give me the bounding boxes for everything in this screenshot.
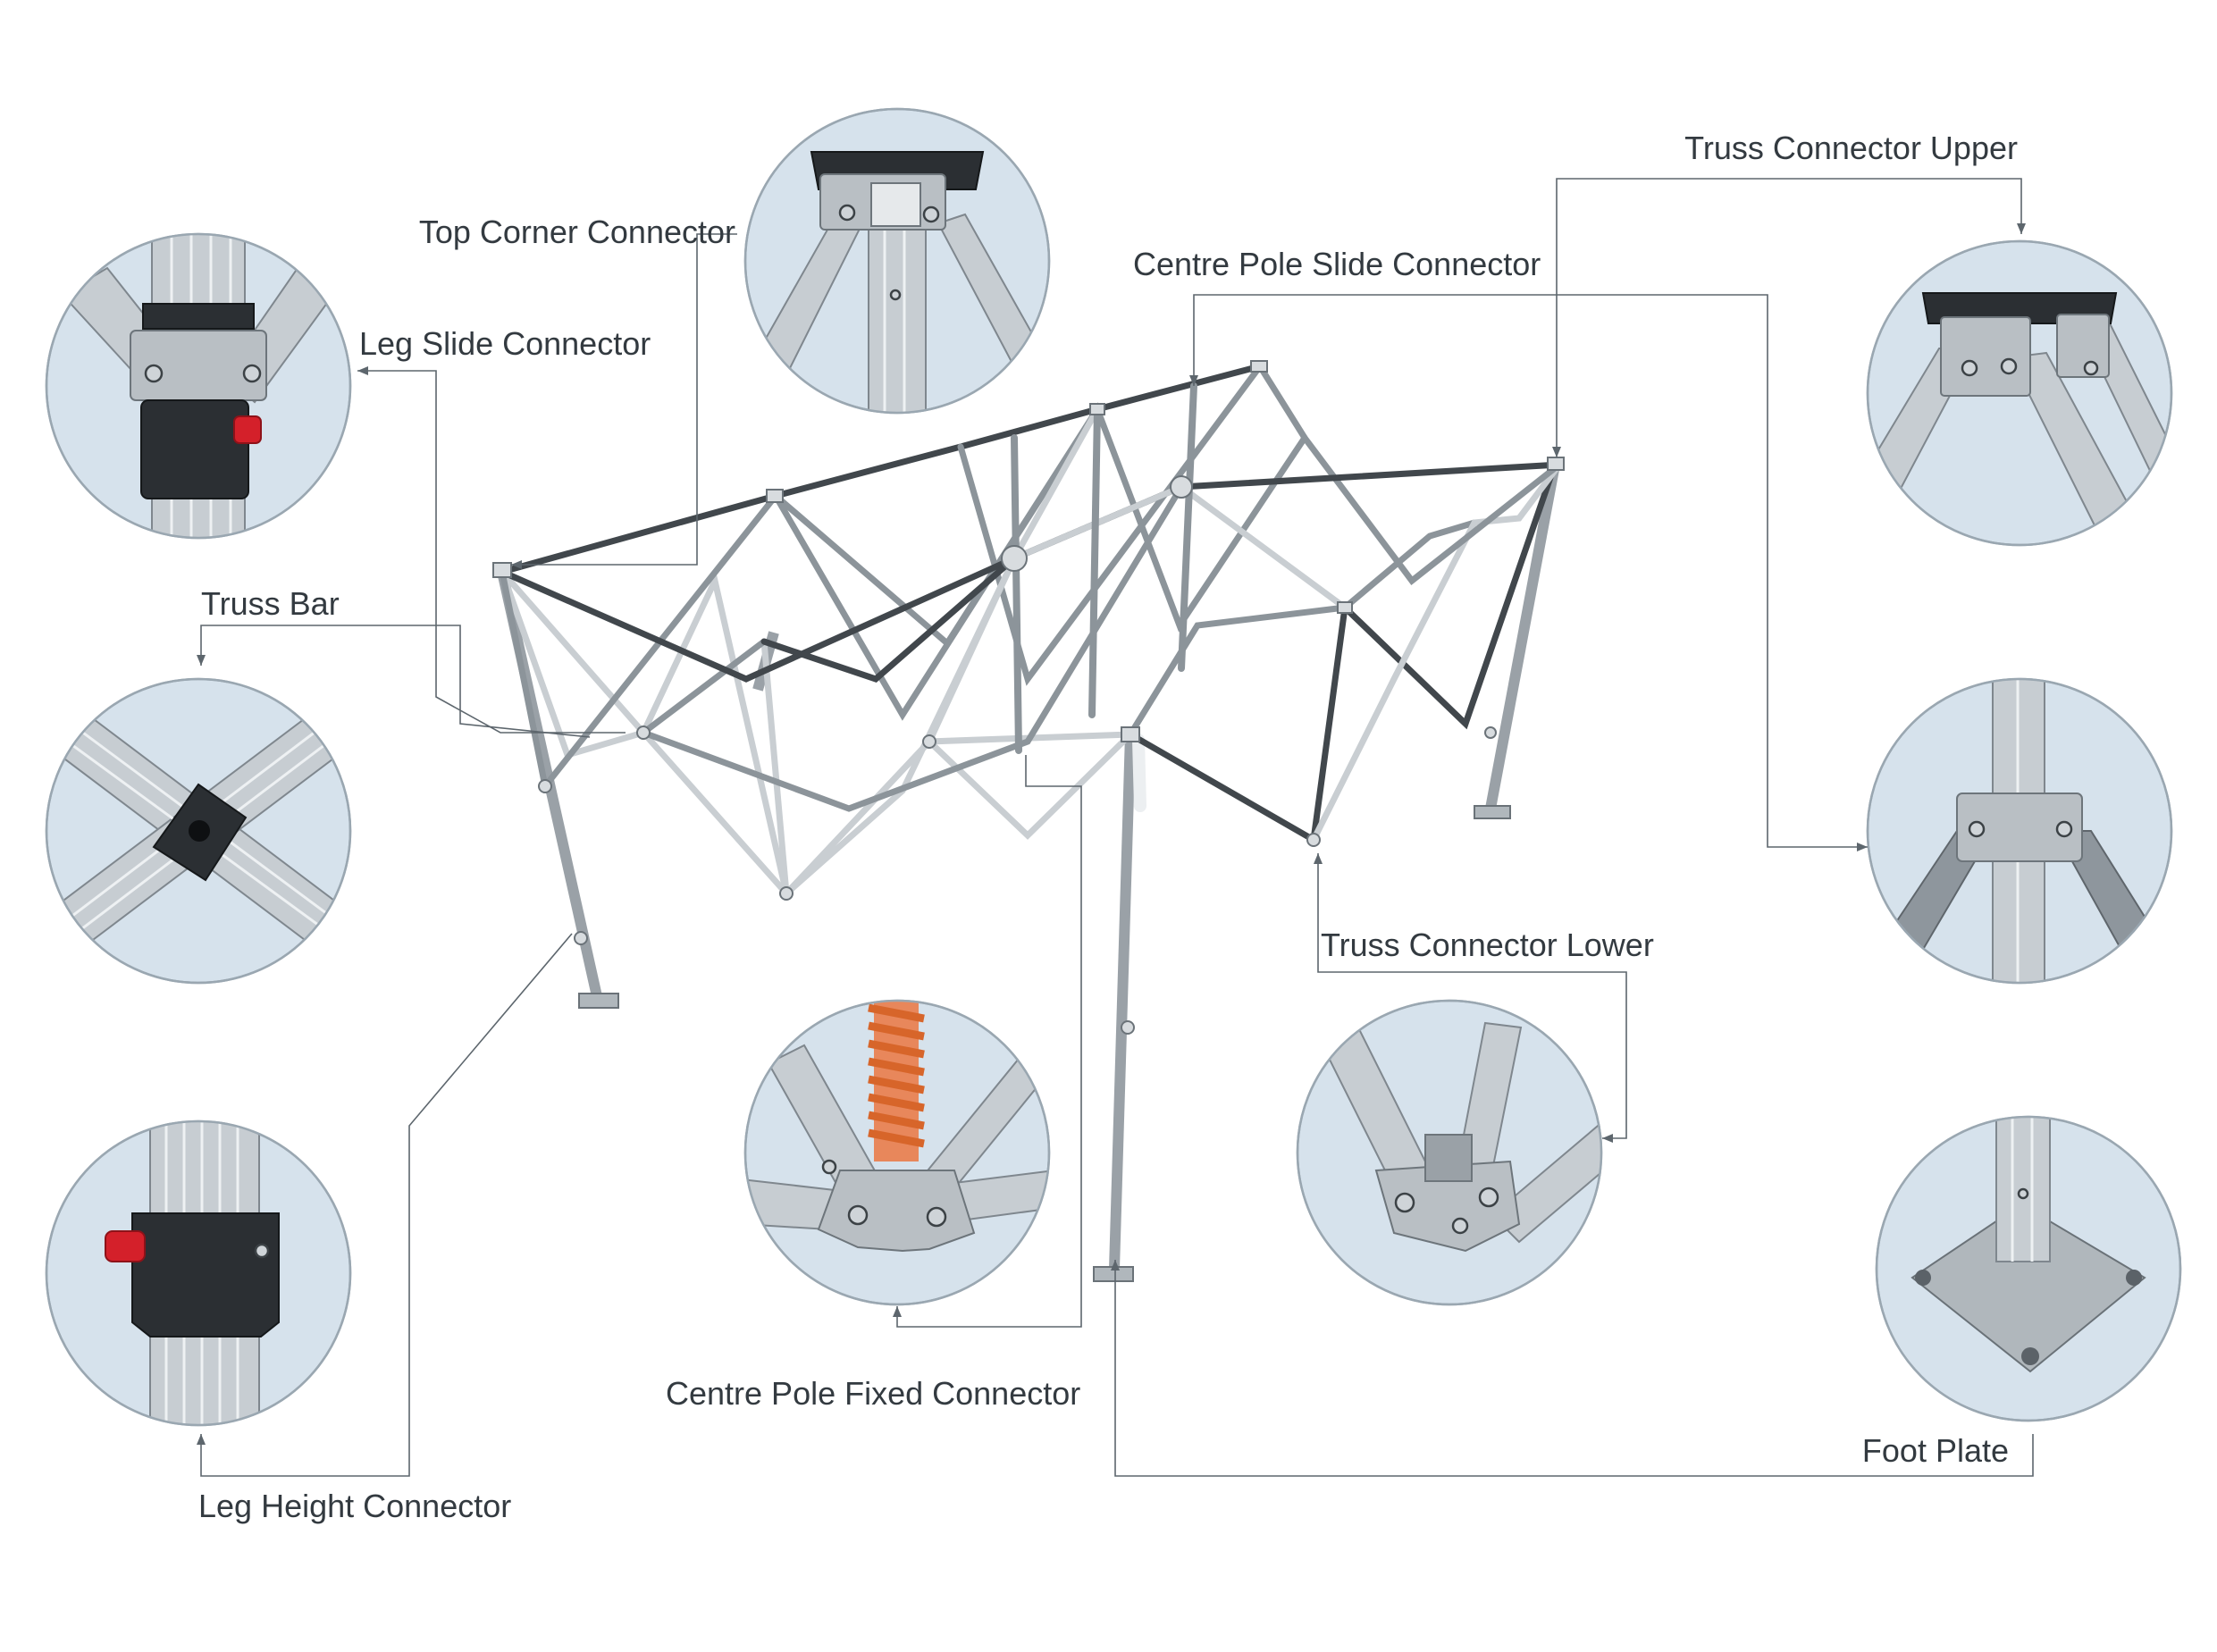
- top-corner-connector-detail: [743, 107, 1051, 415]
- centre-hub: [1001, 545, 1028, 572]
- label-leg-slide-connector: Leg Slide Connector: [359, 325, 651, 362]
- front-right-leg: [1109, 734, 1136, 1270]
- labels: Top Corner Connector Leg Slide Connector…: [198, 130, 2018, 1524]
- frame-joints: [492, 360, 1565, 1035]
- label-foot-plate: Foot Plate: [1862, 1432, 2009, 1469]
- truss-bar-detail: [45, 677, 352, 985]
- gazebo-frame: [492, 360, 1565, 1282]
- leg-slide-connector-detail: [45, 232, 352, 540]
- label-truss-connector-upper: Truss Connector Upper: [1684, 130, 2018, 166]
- label-leg-height-connector: Leg Height Connector: [198, 1488, 511, 1524]
- label-truss-bar: Truss Bar: [201, 585, 340, 622]
- foot-plate-back-right: [1474, 805, 1511, 819]
- foot-plate-detail: [1875, 1115, 2182, 1422]
- label-truss-connector-lower: Truss Connector Lower: [1321, 927, 1654, 963]
- label-top-corner-connector: Top Corner Connector: [419, 214, 735, 250]
- foot-plate-front-left: [578, 993, 619, 1009]
- leg-height-connector-detail: [45, 1120, 352, 1427]
- back-right-leg: [1485, 463, 1560, 810]
- truss-connector-lower-detail: [1296, 999, 1603, 1306]
- centre-pole-fixed-connector-detail: [743, 999, 1051, 1306]
- label-centre-pole-fixed-connector: Centre Pole Fixed Connector: [666, 1375, 1080, 1412]
- truss-connector-upper-detail: [1866, 239, 2173, 547]
- centre-pole-slide-connector-detail: [1866, 677, 2173, 985]
- label-centre-pole-slide-connector: Centre Pole Slide Connector: [1133, 246, 1541, 282]
- leader-lines: [197, 178, 2034, 1477]
